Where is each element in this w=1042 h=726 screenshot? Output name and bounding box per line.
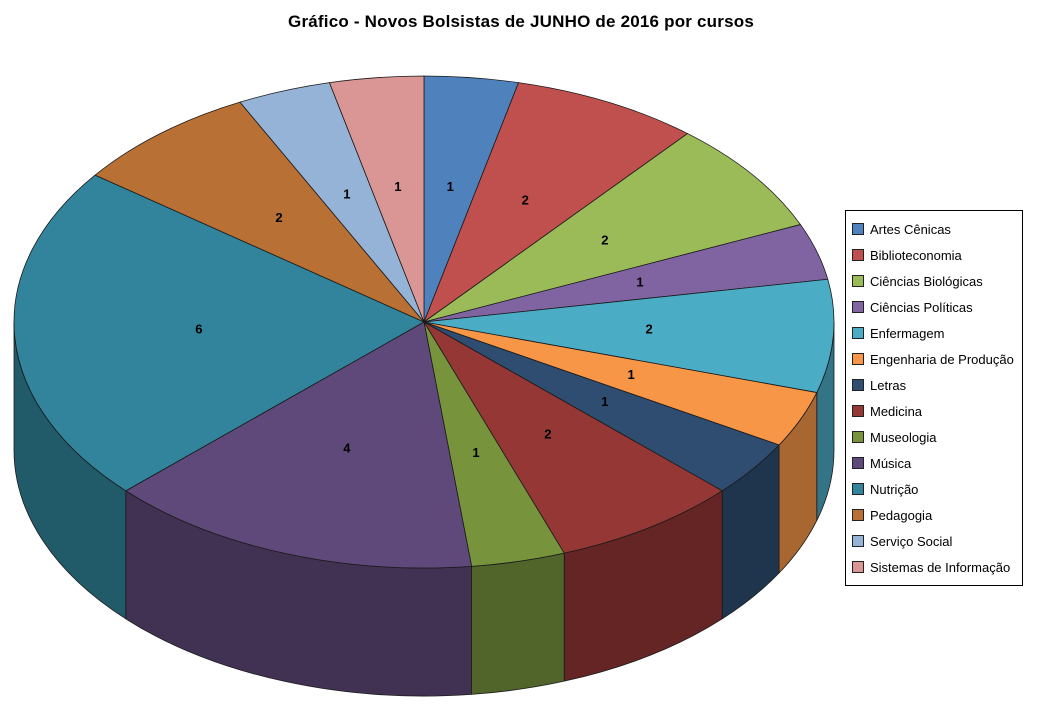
legend-label: Nutrição (870, 481, 919, 497)
slice-value-label: 1 (636, 275, 643, 290)
pie-slice (423, 321, 723, 554)
legend-item: Pedagogia (852, 502, 1014, 528)
slice-value-label: 2 (522, 193, 529, 208)
slice-value-label: 2 (275, 210, 282, 225)
slice-value-label: 2 (544, 426, 551, 441)
pie-slice (423, 278, 835, 393)
legend-swatch (852, 379, 864, 391)
slice-value-label: 1 (394, 179, 401, 194)
legend-swatch (852, 327, 864, 339)
legend-item: Música (852, 450, 1014, 476)
legend-item: Ciências Biológicas (852, 268, 1014, 294)
legend-swatch (852, 405, 864, 417)
pie-slice (423, 133, 801, 323)
slice-value-label: 1 (343, 186, 350, 201)
pie-slice-side (471, 552, 565, 695)
pie-slice (125, 321, 472, 569)
legend-swatch (852, 223, 864, 235)
legend-swatch (852, 535, 864, 547)
legend-swatch (852, 275, 864, 287)
legend-label: Sistemas de Informação (870, 559, 1011, 575)
legend-item: Sistemas de Informação (852, 554, 1014, 580)
pie-slice (94, 101, 425, 323)
legend-item: Nutrição (852, 476, 1014, 502)
pie-slice (423, 82, 688, 323)
legend-item: Ciências Políticas (852, 294, 1014, 320)
legend-label: Artes Cênicas (870, 221, 951, 237)
legend-label: Letras (870, 377, 907, 393)
legend-item: Enfermagem (852, 320, 1014, 346)
legend-item: Letras (852, 372, 1014, 398)
legend-item: Serviço Social (852, 528, 1014, 554)
legend-item: Biblioteconomia (852, 242, 1014, 268)
legend-item: Artes Cênicas (852, 216, 1014, 242)
legend-swatch (852, 249, 864, 261)
slice-value-label: 1 (447, 179, 454, 194)
legend-label: Pedagogia (870, 507, 933, 523)
legend-item: Museologia (852, 424, 1014, 450)
legend-item: Engenharia de Produção (852, 346, 1014, 372)
legend-label: Enfermagem (870, 325, 945, 341)
legend-swatch (852, 353, 864, 365)
pie-slice (13, 174, 425, 492)
legend-label: Ciências Políticas (870, 299, 973, 315)
slice-value-label: 1 (627, 367, 634, 382)
legend-label: Museologia (870, 429, 937, 445)
legend-item: Medicina (852, 398, 1014, 424)
slice-value-label: 1 (601, 394, 608, 409)
legend-swatch (852, 301, 864, 313)
legend-label: Ciências Biológicas (870, 273, 983, 289)
slice-value-label: 2 (601, 233, 608, 248)
slice-value-label: 1 (472, 445, 479, 460)
legend-swatch (852, 561, 864, 573)
chart-legend: Artes Cênicas Biblioteconomia Ciências Bio… (845, 210, 1023, 586)
slice-value-label: 2 (646, 321, 653, 336)
legend-label: Medicina (870, 403, 923, 419)
legend-label: Música (870, 455, 912, 471)
legend-swatch (852, 509, 864, 521)
legend-swatch (852, 457, 864, 469)
legend-label: Engenharia de Produção (870, 351, 1014, 367)
legend-label: Biblioteconomia (870, 247, 962, 263)
slice-value-label: 4 (343, 441, 351, 456)
slice-value-label: 6 (195, 321, 202, 336)
legend-label: Serviço Social (870, 533, 953, 549)
legend-swatch (852, 483, 864, 495)
chart-title: Gráfico - Novos Bolsistas de JUNHO de 20… (288, 12, 754, 31)
pie-slice (329, 75, 425, 323)
legend-swatch (852, 431, 864, 443)
